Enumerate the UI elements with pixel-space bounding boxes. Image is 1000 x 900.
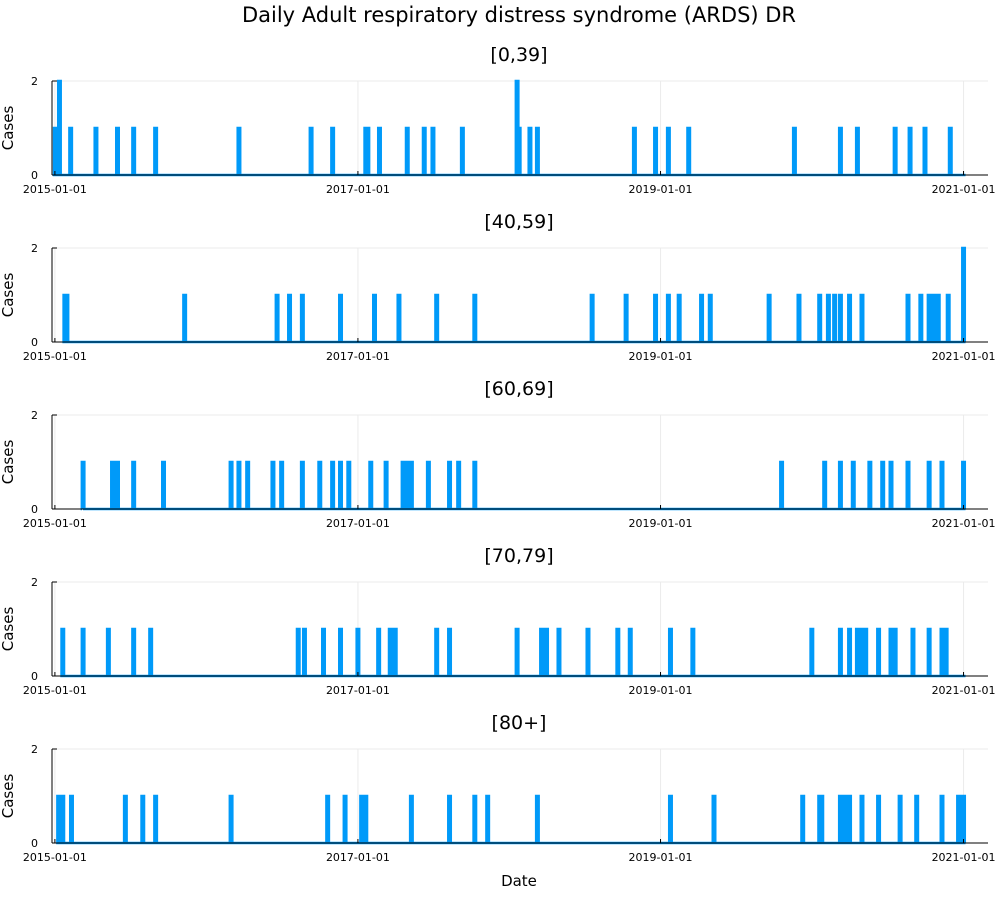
- x-tick-label: 2019-01-01: [629, 350, 693, 363]
- y-tick-label: 0: [31, 670, 38, 683]
- panels-group: [0,39] Cases 0 2 2015-01-01 2017-01-01 2019-01…: [0, 44, 996, 864]
- x-tick-label: 2015-01-01: [23, 517, 87, 530]
- x-tick-label: 2017-01-01: [326, 350, 390, 363]
- y-tick-label: 2: [31, 743, 38, 756]
- panel-title: [40,59]: [484, 211, 553, 233]
- y-axis-label: Cases: [0, 774, 17, 819]
- x-tick-label: 2021-01-01: [932, 517, 996, 530]
- x-tick-label: 2019-01-01: [629, 851, 693, 864]
- y-tick-label: 0: [31, 169, 38, 182]
- series-line: [62, 246, 967, 344]
- x-axis-label: Date: [501, 872, 537, 890]
- y-axis-label: Cases: [0, 106, 17, 151]
- series-line: [60, 627, 966, 678]
- x-tick-label: 2019-01-01: [629, 183, 693, 196]
- panel-title: [0,39]: [490, 44, 547, 66]
- y-tick-label: 0: [31, 837, 38, 850]
- panel-0: [0,39] Cases 0 2 2015-01-01 2017-01-01 2019-01…: [0, 44, 996, 196]
- panel-title: [70,79]: [484, 545, 553, 567]
- x-tick-label: 2017-01-01: [326, 684, 390, 697]
- panel-3: [70,79] Cases 0 2 2015-01-01 2017-01-01 2019-0…: [0, 545, 996, 697]
- chart-title: Daily Adult respiratory distress syndrom…: [242, 3, 796, 27]
- series-line: [52, 79, 966, 177]
- panel-1: [40,59] Cases 0 2 2015-01-01 2017-01-01 2019-0…: [0, 211, 996, 363]
- series-line: [56, 794, 967, 845]
- y-tick-label: 2: [31, 75, 38, 88]
- x-tick-label: 2015-01-01: [23, 350, 87, 363]
- y-tick-label: 2: [31, 409, 38, 422]
- panel-title: [80+]: [492, 712, 547, 734]
- y-axis-label: Cases: [0, 273, 17, 318]
- x-tick-label: 2015-01-01: [23, 684, 87, 697]
- y-tick-label: 2: [31, 576, 38, 589]
- x-tick-label: 2019-01-01: [629, 684, 693, 697]
- panel-title: [60,69]: [484, 378, 553, 400]
- x-tick-label: 2021-01-01: [932, 350, 996, 363]
- x-tick-label: 2015-01-01: [23, 851, 87, 864]
- panel-2: [60,69] Cases 0 2 2015-01-01 2017-01-01 2019-0…: [0, 378, 996, 530]
- panel-4: [80+] Cases 0 2 2015-01-01 2017-01-01 2019-01-…: [0, 712, 996, 864]
- x-tick-label: 2017-01-01: [326, 851, 390, 864]
- series-line: [80, 460, 967, 511]
- x-tick-label: 2021-01-01: [932, 851, 996, 864]
- x-tick-label: 2015-01-01: [23, 183, 87, 196]
- x-tick-label: 2021-01-01: [932, 684, 996, 697]
- y-tick-label: 2: [31, 242, 38, 255]
- x-tick-label: 2019-01-01: [629, 517, 693, 530]
- y-tick-label: 0: [31, 503, 38, 516]
- y-axis-label: Cases: [0, 607, 17, 652]
- x-tick-label: 2021-01-01: [932, 183, 996, 196]
- x-tick-label: 2017-01-01: [326, 517, 390, 530]
- x-tick-label: 2017-01-01: [326, 183, 390, 196]
- y-axis-label: Cases: [0, 440, 17, 485]
- y-tick-label: 0: [31, 336, 38, 349]
